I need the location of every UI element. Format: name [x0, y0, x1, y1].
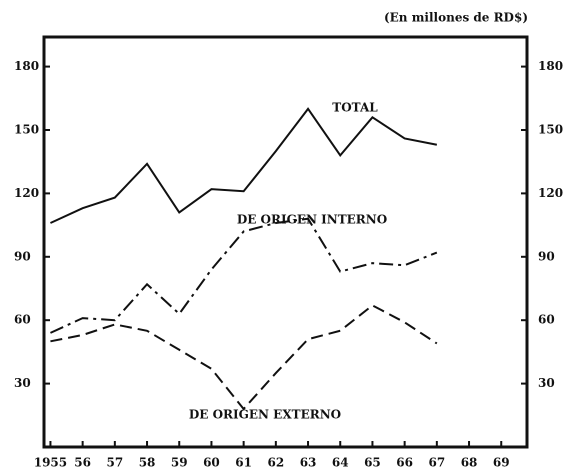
y2-tick-label: 120	[538, 186, 563, 200]
x-tick-label: 1955	[34, 456, 67, 470]
y2-tick-label: 180	[538, 59, 563, 73]
y2-tick-label: 30	[538, 376, 555, 390]
series-line	[50, 107, 438, 224]
y2-tick-label: 90	[538, 249, 555, 263]
x-tick-label: 68	[461, 456, 478, 470]
series-line	[50, 304, 438, 411]
y-tick-label: 150	[14, 122, 39, 136]
x-tick-label: 62	[267, 456, 284, 470]
x-tick-label: 67	[428, 456, 445, 470]
chart-subtitle: (En millones de RD$)	[384, 11, 528, 25]
y-tick-label: 180	[14, 59, 39, 73]
x-tick-label: 63	[300, 456, 317, 470]
y2-tick-label: 60	[538, 313, 555, 327]
x-tick-label: 66	[396, 456, 413, 470]
x-tick-label: 59	[171, 456, 188, 470]
series-label: DE ORIGEN EXTERNO	[189, 408, 341, 422]
x-tick-label: 57	[106, 456, 123, 470]
x-tick-label: 65	[364, 456, 381, 470]
series-label: TOTAL	[332, 101, 378, 115]
y-tick-label: 60	[14, 313, 31, 327]
y-tick-label: 30	[14, 376, 31, 390]
y2-tick-label: 150	[538, 122, 563, 136]
x-tick-label: 69	[493, 456, 510, 470]
series-line	[50, 217, 438, 334]
x-tick-label: 56	[74, 456, 91, 470]
series-label: DE ORIGEN INTERNO	[237, 213, 387, 227]
y-tick-label: 120	[14, 186, 39, 200]
y-tick-label: 90	[14, 249, 31, 263]
x-tick-label: 58	[139, 456, 156, 470]
plot-frame	[42, 35, 529, 449]
x-tick-label: 60	[203, 456, 220, 470]
x-tick-label: 61	[235, 456, 252, 470]
x-tick-label: 64	[332, 456, 349, 470]
